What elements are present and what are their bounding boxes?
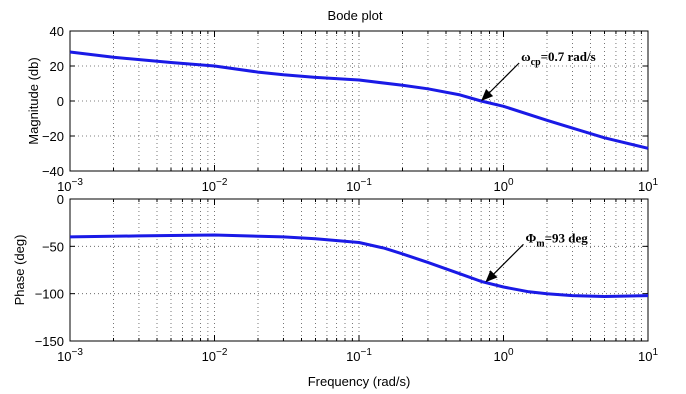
magnitude-ylabel: Magnitude (db): [26, 57, 41, 144]
y-tick-label: −50: [42, 239, 64, 254]
bode-series-line: [69, 233, 649, 298]
annotation-arrowhead: [481, 89, 494, 101]
x-tick-label: 101: [638, 347, 658, 364]
annotation-arrow-line: [489, 243, 524, 279]
x-tick-label: 10−2: [202, 177, 228, 194]
phase-grid: [70, 199, 648, 341]
x-tick-label: 10−3: [57, 347, 83, 364]
y-tick-label: 20: [50, 59, 64, 74]
x-tick-label: 10−2: [202, 347, 228, 364]
y-tick-label: −40: [42, 164, 64, 179]
chart-title: Bode plot: [328, 8, 383, 23]
y-tick-label: 40: [50, 24, 64, 39]
magnitude-series: [69, 50, 649, 150]
magnitude-grid: [70, 31, 648, 171]
x-tick-label: 10−1: [346, 177, 372, 194]
x-tick-label: 10−3: [57, 177, 83, 194]
x-tick-label: 100: [493, 177, 513, 194]
phase-plot: −150 −100 −50 0 10−3 10−2 10−1 100 101 Φm=93 deg…: [12, 192, 658, 389]
y-tick-label: −150: [35, 334, 64, 349]
y-tick-label: −100: [35, 287, 64, 302]
phase-ylabel: Phase (deg): [12, 235, 27, 306]
y-tick-label: 0: [57, 192, 64, 207]
x-tick-label: 101: [638, 177, 658, 194]
phase-ticks: −150 −100 −50 0 10−3 10−2 10−1 100 101: [35, 192, 659, 364]
annotation-arrowhead: [485, 270, 498, 283]
annotation-arrow-line: [484, 62, 520, 98]
annotation-label: Φm=93 deg: [525, 230, 588, 249]
x-tick-label: 100: [493, 347, 513, 364]
frequency-xlabel: Frequency (rad/s): [308, 374, 411, 389]
magnitude-ticks: −40 −20 0 20 40 10−3 10−2 10−1 100 101: [42, 24, 659, 194]
y-tick-label: −20: [42, 129, 64, 144]
bode-series-line: [69, 50, 649, 150]
phase-series: [69, 233, 649, 298]
phase-annotation: Φm=93 deg: [485, 230, 588, 283]
x-tick-label: 10−1: [346, 347, 372, 364]
annotation-label: ωcp=0.7 rad/s: [521, 49, 596, 68]
y-tick-label: 0: [57, 94, 64, 109]
magnitude-annotation: ωcp=0.7 rad/s: [481, 49, 596, 101]
magnitude-plot: −40 −20 0 20 40 10−3 10−2 10−1 100 101 ωcp=0.7 ra…: [26, 24, 658, 194]
